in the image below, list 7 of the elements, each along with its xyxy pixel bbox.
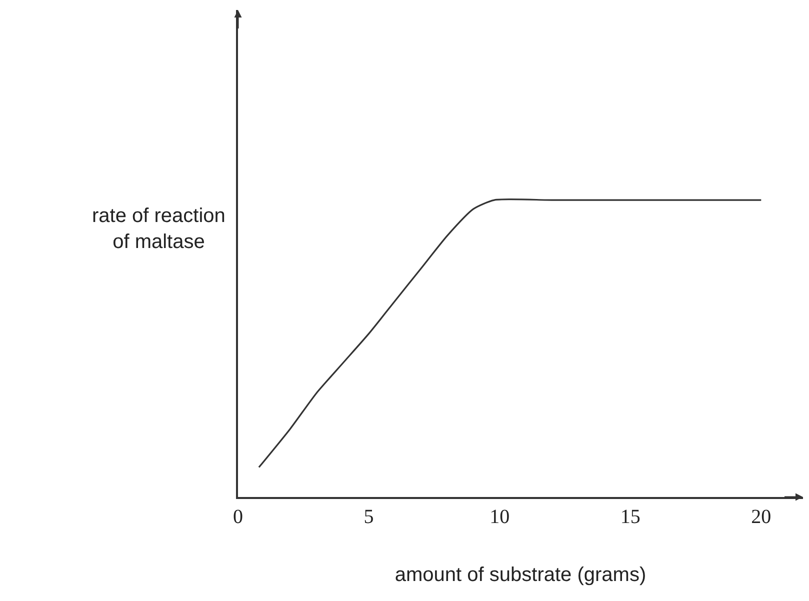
x-axis-title: amount of substrate (grams)	[394, 564, 646, 586]
x-tick-label: 5	[364, 506, 374, 528]
y-axis-title: rate of reaction of maltase	[92, 205, 226, 253]
x-tick-label: 15	[620, 506, 640, 528]
x-tick-label: 10	[490, 506, 510, 528]
x-tick-label: 0	[233, 506, 243, 528]
x-tick-label: 20	[751, 506, 772, 528]
